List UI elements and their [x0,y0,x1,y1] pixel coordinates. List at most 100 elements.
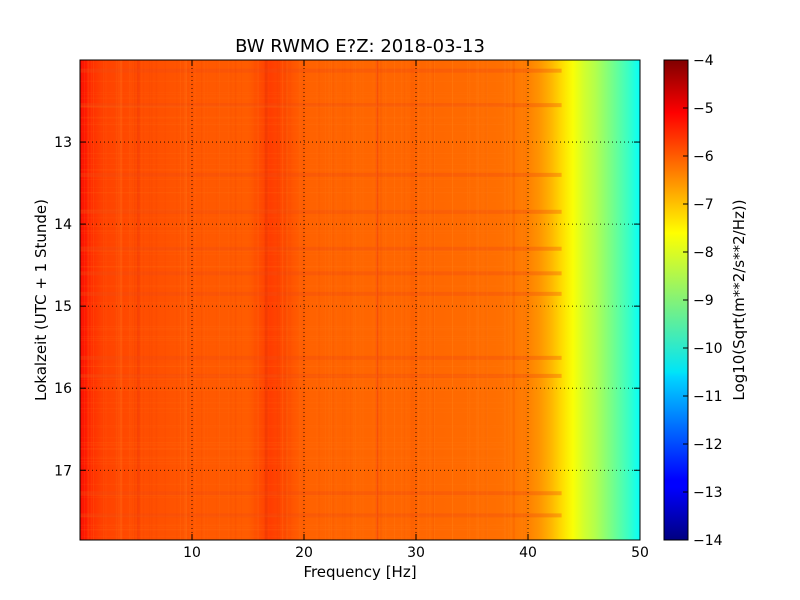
texture-streak [80,225,506,227]
texture-streak [80,365,506,367]
texture-streak [218,60,220,540]
texture-streak [80,117,506,119]
texture-streak [80,261,506,263]
texture-streak [180,60,182,540]
texture-streak [426,60,428,540]
texture-streak [318,60,320,540]
texture-streak [342,60,344,540]
y-axis-label: Lokalzeit (UTC + 1 Stunde) [32,199,50,401]
y-tick-label: 13 [54,135,72,151]
x-tick-label: 30 [407,545,425,561]
texture-streak [353,60,355,540]
texture-streak [80,253,506,255]
texture-streak [133,60,135,540]
texture-streak [80,526,506,528]
texture-streak [80,304,506,306]
colorbar-tick-label: −9 [693,293,714,309]
texture-streak [416,60,418,540]
texture-streak [300,60,302,540]
texture-streak [432,60,434,540]
texture-streak [80,515,506,517]
texture-streak [344,60,346,540]
texture-streak [276,60,278,540]
texture-streak [80,105,506,107]
texture-streak [80,384,506,386]
texture-streak [83,60,85,540]
texture-streak [80,217,506,219]
colorbar-label: Log10(Sqrt(m**2/s**2/Hz)) [730,199,748,400]
vertical-feature-line [137,60,140,540]
horizontal-band [80,103,562,108]
texture-streak [88,60,90,540]
texture-streak [376,60,378,540]
texture-streak [503,60,505,540]
texture-streak [286,60,288,540]
texture-streak [118,60,120,540]
texture-streak [230,60,232,540]
texture-streak [192,60,194,540]
texture-streak [374,60,376,540]
texture-streak [80,169,506,171]
texture-streak [80,179,506,181]
texture-streak [80,116,506,118]
texture-streak [80,107,506,109]
texture-streak [80,164,506,166]
texture-streak [80,442,506,444]
colorbar-tick-label: −8 [693,245,714,261]
texture-streak [80,251,506,253]
texture-streak [182,60,184,540]
texture-streak [299,60,301,540]
texture-streak [80,231,506,233]
texture-streak [80,524,506,526]
texture-streak [505,60,507,540]
texture-streak [154,60,156,540]
texture-streak [257,60,259,540]
texture-streak [507,60,509,540]
texture-streak [412,60,414,540]
texture-streak [80,375,506,377]
texture-streak [115,60,117,540]
texture-streak [331,60,333,540]
texture-streak [80,131,506,133]
texture-streak [287,60,289,540]
texture-streak [80,447,506,449]
texture-streak [80,463,506,465]
texture-streak [264,60,266,540]
texture-streak [80,460,506,462]
texture-streak [80,402,506,404]
texture-streak [241,60,243,540]
x-tick-label: 40 [519,545,537,561]
colorbar-tick-label: −10 [693,341,723,357]
texture-streak [512,60,514,540]
texture-streak [362,60,364,540]
texture-streak [335,60,337,540]
texture-streak [80,336,506,338]
texture-streak [80,176,506,178]
colorbar-ticks: −4 −5 −6 −7 −8 −9 −10 −11 −12 −13 −14 [683,53,723,549]
texture-streak [281,60,283,540]
texture-streak [419,60,421,540]
spectrogram-vertical-features [137,60,379,540]
texture-streak [335,60,337,540]
y-tick-label: 15 [54,299,72,315]
texture-streak [278,60,280,540]
texture-streak [80,442,506,444]
texture-streak [133,60,135,540]
texture-streak [302,60,304,540]
x-tick-label: 20 [295,545,313,561]
texture-streak [120,60,122,540]
grid-lines [80,60,640,540]
texture-streak [80,389,506,391]
texture-streak [80,266,506,268]
texture-streak [80,424,506,426]
texture-streak [143,60,145,540]
texture-streak [80,80,506,82]
texture-streak [218,60,220,540]
texture-streak [80,389,506,391]
colorbar-tick-label: −13 [693,485,723,501]
texture-streak [80,140,506,142]
texture-streak [485,60,487,540]
texture-streak [80,496,506,498]
texture-streak [80,426,506,428]
